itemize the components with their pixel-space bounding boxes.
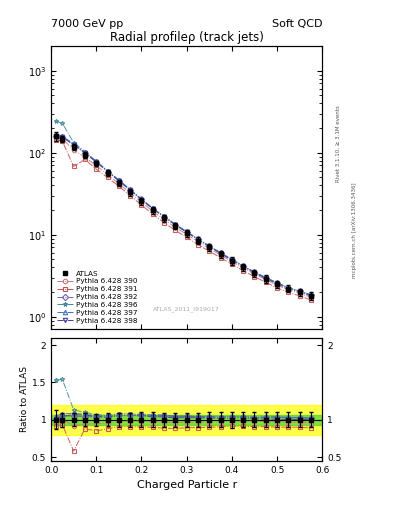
Legend: ATLAS, Pythia 6.428 390, Pythia 6.428 391, Pythia 6.428 392, Pythia 6.428 396, P: ATLAS, Pythia 6.428 390, Pythia 6.428 39… <box>55 268 139 326</box>
Text: Soft QCD: Soft QCD <box>272 19 322 29</box>
Text: mcplots.cern.ch [arXiv:1306.3436]: mcplots.cern.ch [arXiv:1306.3436] <box>352 183 357 278</box>
Bar <box>51 405 322 435</box>
Bar <box>51 415 322 425</box>
Title: Radial profileρ (track jets): Radial profileρ (track jets) <box>110 31 264 44</box>
X-axis label: Charged Particle r: Charged Particle r <box>136 480 237 490</box>
Text: Rivet 3.1.10, ≥ 3.1M events: Rivet 3.1.10, ≥ 3.1M events <box>336 105 341 182</box>
Text: 7000 GeV pp: 7000 GeV pp <box>51 19 123 29</box>
Text: ATLAS_2011_I919017: ATLAS_2011_I919017 <box>153 307 220 312</box>
Y-axis label: Ratio to ATLAS: Ratio to ATLAS <box>20 366 29 432</box>
